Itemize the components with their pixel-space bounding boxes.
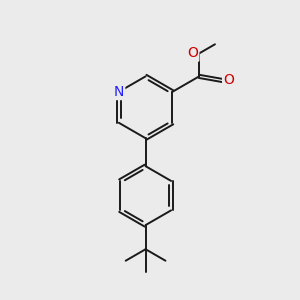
Text: N: N	[114, 85, 124, 99]
Text: O: O	[187, 46, 198, 60]
Text: O: O	[224, 74, 234, 88]
